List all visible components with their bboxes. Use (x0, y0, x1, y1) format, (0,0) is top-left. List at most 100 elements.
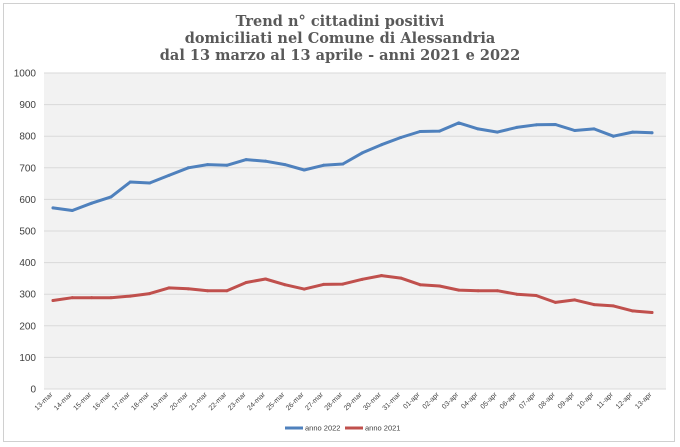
data-point (592, 303, 596, 307)
x-tick-label: 05-apr (480, 391, 500, 411)
y-tick-label: 300 (19, 290, 36, 301)
x-tick-label: 29-mar (343, 391, 364, 412)
chart-title-line-1: Trend n° cittadini positivi (235, 13, 445, 30)
data-point (90, 296, 94, 300)
data-point (495, 130, 499, 134)
data-point (51, 206, 55, 210)
data-point (225, 163, 229, 167)
data-point (418, 129, 422, 133)
x-tick-label: 02-apr (422, 391, 442, 411)
x-tick-label: 13-mar (34, 391, 55, 412)
x-tick-label: 06-apr (499, 391, 519, 411)
y-tick-label: 600 (19, 195, 36, 206)
data-point (302, 287, 306, 291)
legend-label: anno 2021 (365, 424, 400, 433)
y-tick-label: 800 (19, 132, 36, 143)
data-point (186, 166, 190, 170)
x-tick-label: 01-apr (402, 391, 422, 411)
data-point (225, 289, 229, 293)
data-point (437, 129, 441, 133)
legend-label: anno 2022 (305, 424, 340, 433)
data-point (360, 277, 364, 281)
y-tick-label: 900 (19, 100, 36, 111)
data-point (495, 289, 499, 293)
data-point (437, 284, 441, 288)
data-point (457, 288, 461, 292)
chart-title-line-3: dal 13 marzo al 13 aprile - anni 2021 e … (159, 47, 521, 64)
y-tick-label: 0 (30, 385, 36, 396)
x-tick-label: 10-apr (576, 391, 596, 411)
data-point (128, 180, 132, 184)
data-point (379, 143, 383, 147)
data-point (360, 151, 364, 155)
x-tick-label: 24-mar (246, 391, 267, 412)
x-tick-label: 11-apr (596, 391, 615, 410)
x-tick-label: 23-mar (227, 391, 248, 412)
x-tick-label: 31-mar (382, 391, 403, 412)
x-tick-label: 07-apr (518, 391, 538, 411)
data-point (573, 129, 577, 133)
data-point (650, 311, 654, 315)
x-tick-label: 18-mar (130, 391, 151, 412)
y-tick-label: 400 (19, 258, 36, 269)
data-point (206, 163, 210, 167)
data-point (206, 289, 210, 293)
data-point (264, 159, 268, 163)
data-point (573, 298, 577, 302)
x-tick-label: 30-mar (362, 391, 383, 412)
data-point (631, 309, 635, 313)
data-point (457, 121, 461, 125)
data-point (553, 300, 557, 304)
data-point (379, 274, 383, 278)
y-tick-label: 100 (19, 353, 36, 364)
data-point (244, 281, 248, 285)
data-point (592, 127, 596, 131)
data-point (534, 123, 538, 127)
data-point (515, 292, 519, 296)
data-point (167, 286, 171, 290)
data-point (186, 287, 190, 291)
data-point (553, 123, 557, 127)
data-point (70, 208, 74, 212)
x-tick-label: 20-mar (169, 391, 190, 412)
x-tick-label: 21-mar (188, 391, 209, 412)
data-point (534, 293, 538, 297)
data-point (148, 181, 152, 185)
x-tick-label: 16-mar (92, 391, 113, 412)
data-point (399, 135, 403, 139)
data-point (302, 168, 306, 172)
data-point (611, 134, 615, 138)
y-tick-label: 700 (19, 163, 36, 174)
data-point (244, 158, 248, 162)
data-point (90, 201, 94, 205)
data-point (148, 292, 152, 296)
x-tick-label: 08-apr (538, 391, 558, 411)
x-tick-label: 25-mar (266, 391, 287, 412)
y-tick-label: 1000 (14, 69, 37, 80)
x-tick-label: 27-mar (304, 391, 325, 412)
data-point (51, 299, 55, 303)
data-point (70, 296, 74, 300)
data-point (476, 289, 480, 293)
data-point (611, 304, 615, 308)
data-point (341, 162, 345, 166)
data-point (109, 296, 113, 300)
chart-title-line-2: domiciliati nel Comune di Alessandria (184, 30, 496, 47)
data-point (283, 283, 287, 287)
x-tick-label: 03-apr (441, 391, 461, 411)
y-tick-label: 200 (19, 321, 36, 332)
data-point (399, 276, 403, 280)
x-tick-label: 04-apr (460, 391, 480, 411)
x-tick-label: 14-mar (53, 391, 74, 412)
data-point (109, 195, 113, 199)
data-point (167, 173, 171, 177)
data-point (283, 163, 287, 167)
data-point (322, 163, 326, 167)
x-tick-label: 12-apr (615, 391, 635, 411)
x-tick-label: 09-apr (557, 391, 577, 411)
x-tick-label: 17-mar (111, 391, 132, 412)
data-point (418, 283, 422, 287)
series-line-1 (51, 274, 654, 314)
data-point (322, 282, 326, 286)
